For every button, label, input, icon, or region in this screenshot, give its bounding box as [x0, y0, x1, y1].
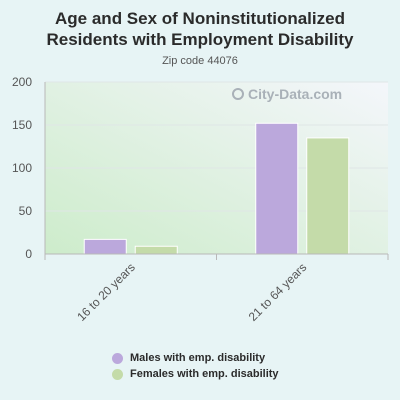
legend-swatch-males — [112, 352, 123, 364]
bar-males-1 — [255, 122, 299, 255]
legend-label-males: Males with emp. disability — [130, 352, 266, 364]
chart-title-line-2: Residents with Employment Disability — [46, 30, 354, 49]
watermark: City-Data.com — [232, 86, 342, 102]
search-icon — [232, 88, 244, 100]
x-tick-label: 16 to 20 years — [74, 260, 138, 324]
bar-males-0 — [83, 238, 127, 255]
legend-item-females: Females with emp. disability — [112, 366, 279, 382]
legend-swatch-females — [112, 368, 123, 380]
y-tick-label: 100 — [12, 161, 32, 175]
x-tick-labels: 16 to 20 years 21 to 64 years — [74, 260, 309, 324]
legend-label-females: Females with emp. disability — [130, 368, 279, 380]
bar-females-1 — [306, 137, 350, 255]
y-tick-label: 50 — [19, 204, 33, 218]
axes — [44, 82, 389, 260]
legend-item-males: Males with emp. disability — [112, 350, 279, 366]
watermark-text: City-Data.com — [248, 86, 343, 102]
legend: Males with emp. disability Females with … — [112, 350, 279, 382]
chart-subtitle: Zip code 44076 — [162, 55, 238, 67]
x-tick-label: 21 to 64 years — [246, 260, 310, 324]
bars — [83, 122, 350, 255]
chart-title-line-1: Age and Sex of Noninstitutionalized — [55, 9, 345, 28]
chart-title: Age and Sex of Noninstitutionalized Resi… — [0, 8, 400, 50]
y-tick-label: 200 — [12, 75, 32, 89]
y-tick-label: 150 — [12, 118, 32, 132]
bar-females-0 — [134, 245, 178, 255]
y-tick-labels: 0 50 100 150 200 — [12, 75, 32, 261]
y-tick-label: 0 — [25, 247, 32, 261]
